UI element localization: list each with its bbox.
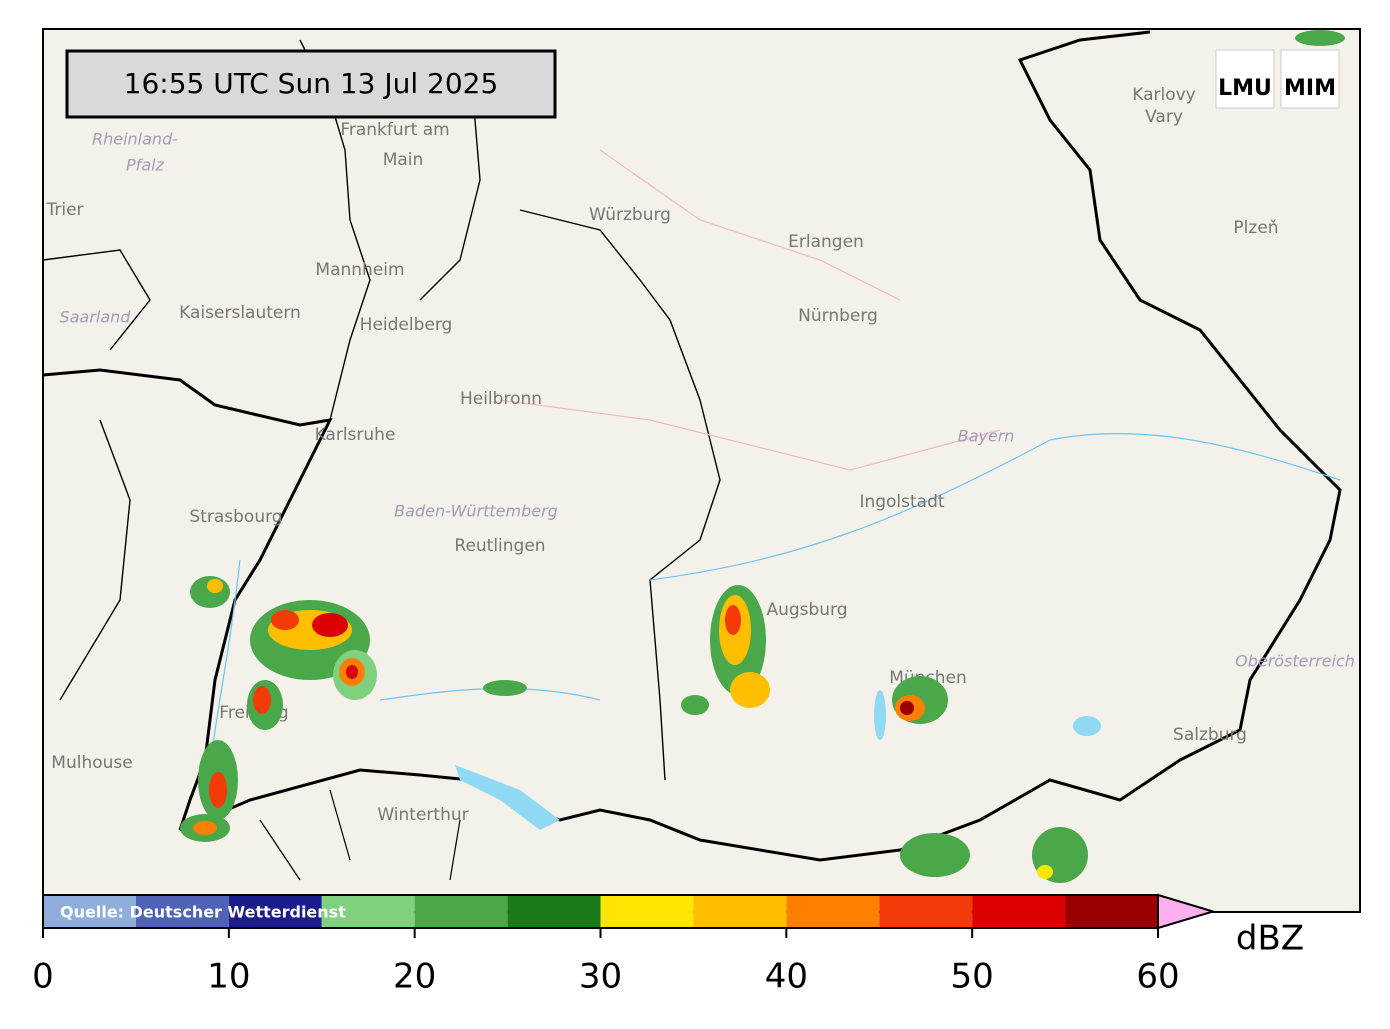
colorbar-segment <box>786 895 880 928</box>
colorbar-segment <box>1065 895 1158 928</box>
tick-label: 0 <box>32 957 54 997</box>
city-label: Karlovy <box>1132 85 1196 105</box>
city-label: Winterthur <box>377 805 468 825</box>
unit-label: dBZ <box>1236 919 1304 959</box>
city-label: Strasbourg <box>189 507 282 527</box>
city-label: Würzburg <box>589 205 671 225</box>
region-label: Oberösterreich <box>1235 652 1355 671</box>
colorbar-segment <box>600 895 694 928</box>
city-label: Ingolstadt <box>859 492 944 512</box>
colorbar-segment <box>414 895 508 928</box>
city-label: Augsburg <box>766 600 847 620</box>
tick-label: 40 <box>765 957 808 997</box>
tick-label: 60 <box>1136 957 1179 997</box>
colorbar-segment <box>693 895 787 928</box>
lake <box>874 690 886 740</box>
logo-box <box>1280 49 1340 109</box>
region-label: Rheinland- <box>92 130 178 149</box>
city-label: Kaiserslautern <box>179 303 301 323</box>
city-label: Salzburg <box>1173 725 1247 745</box>
city-label: Heidelberg <box>360 315 453 335</box>
colorbar-segment <box>135 895 229 928</box>
city-label: Mannheim <box>315 260 404 280</box>
tick-label: 50 <box>951 957 994 997</box>
region-label: Saarland <box>60 308 132 327</box>
timestamp-box <box>65 49 557 119</box>
source-label: Quelle: Deutscher Wetterdienst <box>60 903 346 922</box>
region-label: Bayern <box>958 427 1015 446</box>
lake <box>1073 716 1101 736</box>
logo: MIM <box>1284 76 1336 101</box>
colorbar-segment <box>972 895 1066 928</box>
city-label: Heilbronn <box>460 389 542 409</box>
city-label: Mulhouse <box>51 753 132 773</box>
city-label: Erlangen <box>788 232 864 252</box>
city-label: Karlsruhe <box>315 425 396 445</box>
region-label: Baden-Württemberg <box>394 502 558 521</box>
logo-box <box>1215 49 1275 109</box>
lake <box>455 765 560 830</box>
tick-label: 20 <box>393 957 436 997</box>
city-label: Nürnberg <box>798 306 878 326</box>
logo: LMU <box>1218 76 1272 101</box>
city-label: Trier <box>45 200 83 220</box>
colorbar-segment <box>228 895 322 928</box>
colorbar-segment <box>321 895 415 928</box>
colorbar: Quelle: Deutscher Wetterdienst 0 10 20 30 40 5… <box>32 893 1304 997</box>
city-label: Vary <box>1145 107 1183 127</box>
city-label: Frankfurt am <box>340 120 449 140</box>
radar-echoes <box>180 30 1345 883</box>
map-background <box>43 29 1360 912</box>
city-label: Main <box>383 150 424 170</box>
city-label: Reutlingen <box>454 536 545 556</box>
city-label: Plzeň <box>1233 218 1278 238</box>
colorbar-segment <box>43 895 136 928</box>
tick-label: 10 <box>207 957 250 997</box>
region-label: Pfalz <box>126 156 165 175</box>
colorbar-segment <box>879 895 973 928</box>
timestamp: 16:55 UTC Sun 13 Jul 2025 <box>124 67 499 100</box>
colorbar-segment <box>507 895 601 928</box>
tick-label: 30 <box>579 957 622 997</box>
